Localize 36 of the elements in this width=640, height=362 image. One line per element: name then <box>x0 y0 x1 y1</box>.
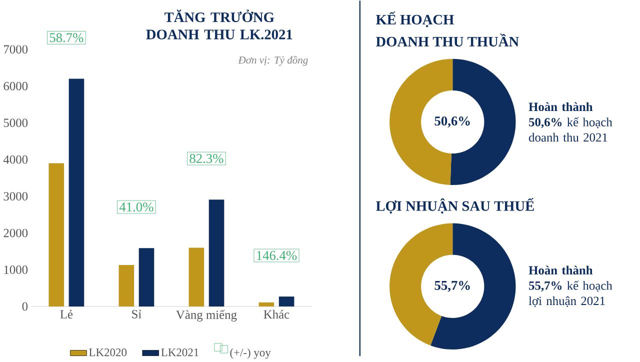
annotation: 58.7% <box>50 33 84 42</box>
chart-title: LỢI NHUẬN SAU THUẾ <box>376 198 534 214</box>
y-tick-label: 1000 <box>4 266 28 274</box>
y-tick-label: 4000 <box>3 156 28 164</box>
annotation: 146.4% <box>257 251 297 260</box>
y-tick-label: 3000 <box>4 192 28 201</box>
text: 50,6% <box>434 116 470 128</box>
y-tick-label: 2000 <box>4 229 28 238</box>
x-tick-label: Vàng miếng <box>176 310 237 322</box>
annotation: 41.0% <box>119 202 154 212</box>
bar <box>278 296 294 307</box>
bar <box>188 248 204 307</box>
x-tick-label: Sỉ <box>132 310 142 319</box>
chart-title: TĂNG TRƯỞNG DOANH THU LK.2021 <box>146 10 292 40</box>
y-tick-label: 5000 <box>4 118 28 128</box>
bar <box>258 302 274 307</box>
x-tick-label: Khác <box>264 310 290 319</box>
y-tick-label: 0 <box>22 302 28 311</box>
annotation: Đơn vị: Tỷ đồng <box>238 56 308 66</box>
text: Hoàn thành 50,6% kế hoạch doanh thu 2021 <box>528 102 612 142</box>
chart-subtitle: DOANH THU THUẦN <box>376 34 519 47</box>
text: Hoàn thành 55,7% kế hoạch lợi nhuận 2021 <box>528 266 612 308</box>
bar <box>138 248 154 307</box>
annotation: 82.3% <box>190 154 224 164</box>
legend-label: LK2021 <box>161 348 198 356</box>
text: 55,7% <box>434 281 470 292</box>
bar <box>118 265 134 307</box>
chart-title: KẾ HOẠCH <box>376 12 454 28</box>
bar <box>208 200 224 307</box>
legend-label: LK2020 <box>89 348 127 356</box>
bar <box>68 78 84 307</box>
y-tick-label: 7000 <box>4 45 28 54</box>
legend-label: (+/-) yoy <box>230 348 271 359</box>
bar <box>48 163 64 307</box>
y-tick-label: 6000 <box>4 82 28 91</box>
x-tick-label: Lẻ <box>60 310 73 319</box>
